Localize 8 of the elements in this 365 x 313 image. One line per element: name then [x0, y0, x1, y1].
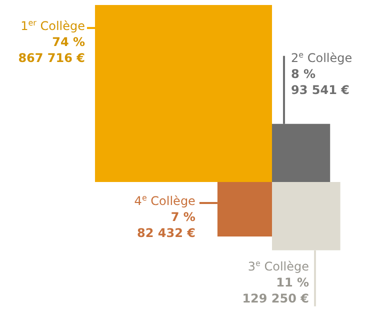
data-label: 74 % — [52, 35, 86, 49]
data-label: 8 % — [291, 66, 316, 81]
data-label: 7 % — [170, 210, 196, 224]
data-label: 82 432 € — [136, 226, 196, 240]
data-label: 93 541 € — [291, 82, 350, 97]
data-label: 129 250 € — [242, 291, 310, 306]
data-label: 867 716 € — [18, 51, 86, 65]
data-label: 11 % — [276, 275, 310, 290]
